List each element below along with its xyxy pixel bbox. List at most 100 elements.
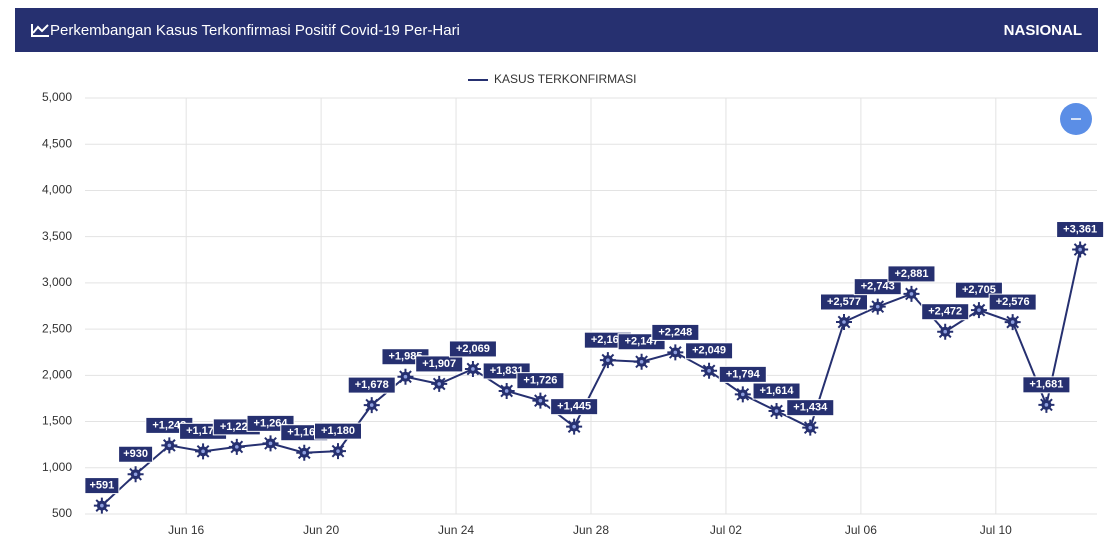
- virus-dot: [875, 304, 880, 309]
- virus-spikes: [903, 285, 920, 302]
- data-label-text: +2,576: [996, 296, 1030, 308]
- virus-marker: [397, 368, 414, 385]
- virus-dot: [167, 443, 172, 448]
- virus-marker: [296, 444, 313, 461]
- data-label-box: [118, 445, 154, 463]
- virus-dot: [403, 374, 408, 379]
- x-tick-label: Jul 06: [845, 523, 877, 537]
- y-tick-label: 4,000: [42, 183, 72, 197]
- data-label-text: +2,069: [456, 343, 490, 355]
- x-tick-label: Jun 24: [438, 523, 474, 537]
- virus-dot: [639, 359, 644, 364]
- virus-spikes: [667, 344, 684, 361]
- virus-marker: [970, 302, 987, 319]
- y-tick-label: 2,000: [42, 368, 72, 382]
- data-label-box: [550, 398, 599, 416]
- virus-spikes: [566, 418, 583, 435]
- data-label-text: +1,681: [1029, 379, 1063, 391]
- y-tick-label: 500: [52, 506, 72, 520]
- virus-marker: [836, 313, 852, 330]
- y-tick-label: 4,500: [42, 136, 72, 150]
- y-tick-label: 3,500: [42, 229, 72, 243]
- virus-spikes: [363, 397, 380, 414]
- x-tick-label: Jul 10: [980, 523, 1012, 537]
- virus-dot: [808, 425, 813, 430]
- data-label: +1,180: [314, 422, 362, 440]
- virus-dot: [336, 449, 340, 453]
- x-tick-label: Jun 20: [303, 523, 339, 537]
- data-label-text: +1,985: [388, 351, 422, 363]
- virus-marker: [599, 352, 616, 369]
- data-label: +2,743: [853, 278, 902, 296]
- y-tick-label: 5,000: [42, 90, 72, 104]
- data-label: +1,614: [752, 382, 801, 400]
- data-label-text: +2,164: [591, 334, 626, 346]
- virus-spikes: [869, 298, 886, 315]
- data-label: +2,576: [988, 293, 1037, 311]
- virus-marker: [93, 497, 110, 514]
- data-label-text: +1,242: [152, 419, 186, 431]
- virus-marker: [532, 392, 549, 409]
- data-label: +1,434: [786, 399, 835, 417]
- x-tick-label: Jun 16: [168, 523, 204, 537]
- data-label: +1,678: [347, 376, 396, 394]
- virus-dot: [437, 382, 442, 386]
- zoom-button[interactable]: [1060, 103, 1092, 135]
- virus-marker: [1038, 396, 1055, 413]
- data-label-text: +2,147: [625, 336, 659, 348]
- virus-spikes: [768, 403, 785, 420]
- chart-icon: [31, 24, 49, 37]
- header-bar: [15, 8, 1098, 52]
- data-label-text: +2,248: [658, 326, 692, 338]
- data-label-box: [1056, 221, 1105, 239]
- virus-dot: [943, 329, 947, 334]
- virus-dot: [471, 367, 475, 371]
- virus-dot: [538, 398, 543, 403]
- virus-marker: [464, 360, 481, 377]
- virus-dot: [909, 292, 914, 296]
- data-label-box: [752, 382, 801, 400]
- virus-spikes: [599, 352, 616, 369]
- data-label-box: [685, 342, 734, 360]
- virus-spikes: [464, 360, 481, 377]
- virus-spikes: [970, 302, 987, 319]
- data-label-box: [853, 278, 902, 296]
- data-label-box: [516, 372, 565, 390]
- virus-spikes: [262, 435, 279, 452]
- virus-dot: [100, 503, 104, 508]
- y-tick-label: 3,000: [42, 275, 72, 289]
- virus-marker: [734, 386, 751, 403]
- virus-dot: [235, 445, 239, 449]
- legend[interactable]: KASUS TERKONFIRMASI: [468, 72, 636, 86]
- data-label-text: +2,049: [692, 345, 726, 357]
- virus-marker: [330, 443, 346, 460]
- virus-spikes: [701, 362, 718, 379]
- data-label-text: +2,881: [894, 268, 928, 280]
- data-label: +1,907: [415, 355, 464, 373]
- virus-dot: [977, 308, 981, 312]
- virus-marker: [363, 397, 380, 414]
- data-label-text: +3,361: [1063, 223, 1097, 235]
- virus-spikes: [228, 438, 245, 455]
- data-label-text: +1,831: [490, 365, 524, 377]
- data-label-text: +1,264: [254, 417, 289, 429]
- virus-spikes: [195, 443, 212, 460]
- virus-marker: [667, 344, 684, 361]
- virus-spikes: [296, 444, 313, 461]
- data-label-box: [314, 422, 362, 440]
- virus-dot: [774, 409, 779, 413]
- virus-marker: [161, 437, 178, 454]
- data-label-box: [347, 376, 396, 394]
- y-tick-label: 2,500: [42, 321, 72, 335]
- data-label-box: [84, 477, 120, 495]
- virus-dot: [302, 450, 307, 455]
- data-label-text: +1,726: [523, 375, 557, 387]
- y-tick-label: 1,500: [42, 414, 72, 428]
- data-label-text: +1,434: [793, 402, 828, 414]
- virus-spikes: [734, 386, 751, 403]
- data-label-text: +1,794: [726, 368, 761, 380]
- data-label-box: [415, 355, 464, 373]
- data-label-box: [887, 265, 936, 283]
- virus-spikes: [1072, 241, 1089, 258]
